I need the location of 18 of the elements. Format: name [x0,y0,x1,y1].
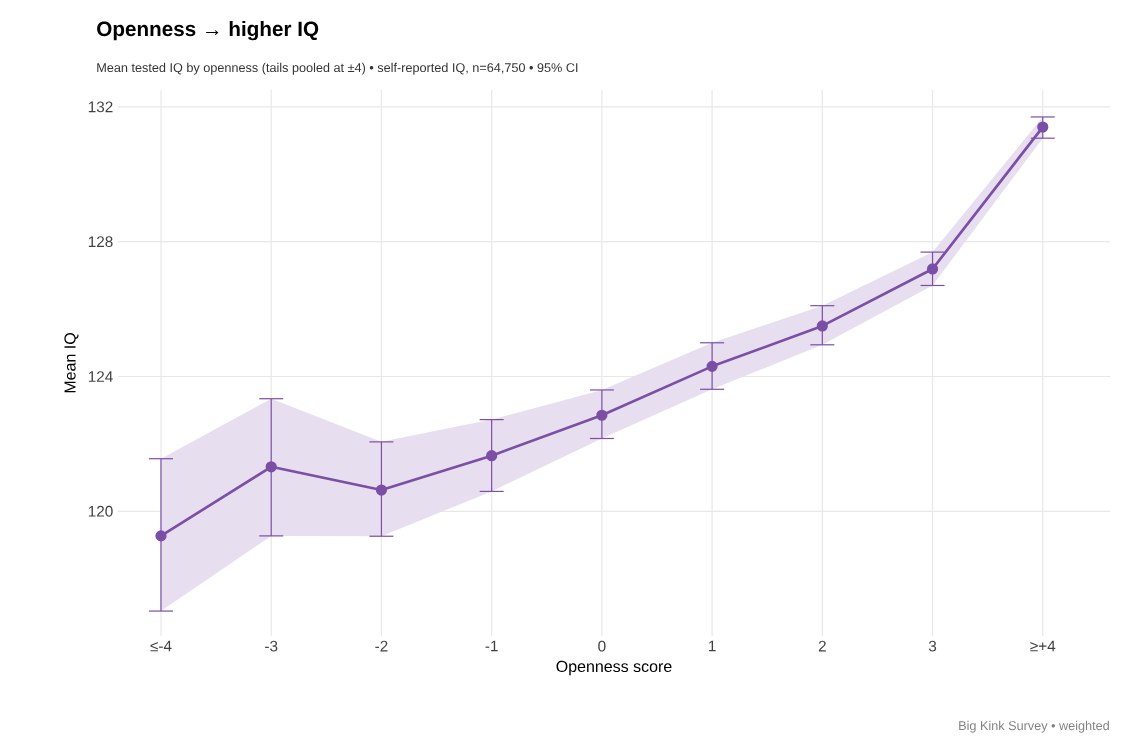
y-tick-label: 132 [88,101,113,113]
y-tick-label: 124 [88,371,113,382]
x-tick-label: -3 [265,640,278,652]
y-tick-label: 128 [88,236,113,248]
x-tick-label: 0 [598,640,606,652]
x-tick-label: 3 [928,640,937,652]
chart-subtitle: Mean tested IQ by openness (tails pooled at ±4) • self-reported IQ, n=64,750 • 95% CI [97,62,578,75]
x-tick-label: ≥+4 [1030,640,1056,652]
text: Big Kink Survey • weighted [959,720,1109,733]
x-tick-label: 2 [818,640,826,652]
x-tick-label: -2 [375,640,388,652]
x-tick-label: ≤-4 [150,640,172,652]
x-tick-label: 1 [709,640,716,652]
chart-title: Openness → higher IQ [97,21,319,41]
x-tick-label: -1 [485,640,498,652]
x-axis-title: Openness score [556,660,672,676]
y-tick-label: 120 [88,505,113,517]
y-axis-title: Mean IQ [64,333,79,393]
